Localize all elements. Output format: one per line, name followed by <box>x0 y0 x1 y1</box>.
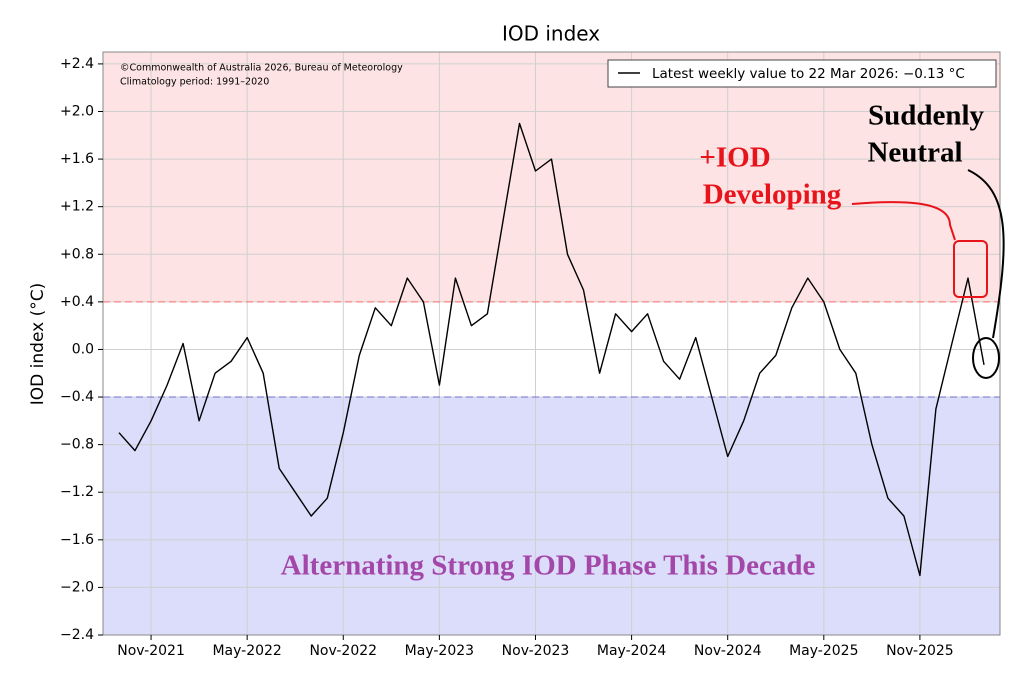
annotation: +IOD <box>699 142 770 174</box>
y-tick-label: 0.0 <box>72 341 94 357</box>
annotation: Neutral <box>867 137 962 169</box>
climatology-note: Climatology period: 1991–2020 <box>120 77 269 88</box>
plot: +2.4 +2.0 +1.6 +1.2 +0.8 +0.4 0.0 −0.4 −0.8 −1.2 −… <box>60 56 985 659</box>
x-tick-label: Nov-2025 <box>886 643 954 659</box>
y-tick-label: −2.0 <box>60 579 94 595</box>
legend: Latest weekly value to 22 Mar 2026: −0.1… <box>607 59 997 88</box>
highlight-box <box>953 240 988 298</box>
y-tick-label: +2.4 <box>60 56 94 72</box>
y-tick-label: −1.6 <box>60 532 94 548</box>
x-tick-label: May-2023 <box>405 643 474 659</box>
chart-title: IOD index <box>502 22 600 46</box>
x-tick-label: Nov-2023 <box>502 643 570 659</box>
y-tick-label: −0.4 <box>60 389 94 405</box>
x-tick-label: Nov-2022 <box>309 643 377 659</box>
arrow <box>967 169 1005 339</box>
arrow <box>851 201 956 241</box>
y-tick-label: +0.8 <box>60 246 94 262</box>
annotation: Suddenly <box>868 100 985 132</box>
x-tick-label: Nov-2021 <box>117 643 185 659</box>
copyright: ©Commonwealth of Australia 2026, Bureau … <box>120 63 403 74</box>
x-tick-label: May-2025 <box>789 643 858 659</box>
plot-background <box>102 51 1001 636</box>
legend-box <box>607 59 997 88</box>
x-tick-label: Nov-2024 <box>694 643 762 659</box>
y-tick-label: −2.4 <box>60 627 94 643</box>
phase-band <box>103 397 1000 635</box>
y-tick-label: +2.0 <box>60 103 94 119</box>
legend-label: Latest weekly value to 22 Mar 2026: −0.1… <box>652 66 965 82</box>
annotation: Developing <box>703 179 842 211</box>
phase-band <box>103 52 1000 302</box>
x-tick-label: May-2022 <box>212 643 281 659</box>
annotation: Alternating Strong IOD Phase This Decade <box>281 550 816 582</box>
plot-frame <box>102 51 1001 636</box>
y-tick-label: −1.2 <box>60 484 94 500</box>
y-tick-label: +0.4 <box>60 294 94 310</box>
highlight-ellipse <box>972 337 1000 379</box>
x-tick-label: May-2024 <box>597 643 666 659</box>
y-tick-label: +1.2 <box>60 199 94 215</box>
y-tick-label: +1.6 <box>60 151 94 167</box>
y-axis-label: IOD index (°C) <box>28 283 48 405</box>
series-line <box>118 122 985 577</box>
y-tick-label: −0.8 <box>60 437 94 453</box>
